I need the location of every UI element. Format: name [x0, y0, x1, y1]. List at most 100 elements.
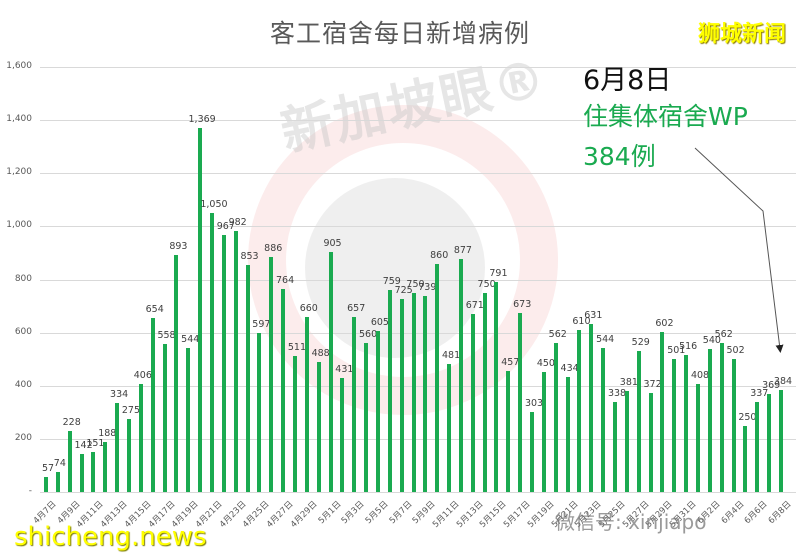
data-label: 967 — [216, 221, 235, 233]
watermark-disc — [305, 178, 485, 358]
bar — [115, 403, 120, 492]
bar — [245, 265, 250, 492]
annotation-line1: 住集体宿舍WP — [583, 102, 748, 131]
bar — [779, 390, 783, 492]
bar — [553, 342, 558, 492]
bar — [577, 329, 582, 492]
data-label: 457 — [501, 356, 520, 368]
data-label: 657 — [347, 303, 366, 315]
bar — [458, 259, 463, 492]
data-label: 544 — [596, 333, 615, 345]
data-label: 188 — [98, 428, 117, 440]
data-label: 893 — [169, 240, 188, 252]
bar — [435, 263, 440, 492]
bar — [660, 332, 665, 492]
y-tick-label: 200 — [14, 432, 32, 443]
data-label: 488 — [311, 348, 330, 360]
gridline — [40, 332, 796, 334]
y-tick-label: 1,200 — [6, 167, 32, 178]
bar — [340, 377, 345, 492]
bar — [103, 442, 108, 492]
bar — [364, 343, 369, 492]
bar — [198, 128, 203, 492]
data-label: 434 — [560, 362, 579, 374]
bar — [375, 331, 380, 492]
gridline — [40, 385, 796, 387]
data-label: 750 — [477, 278, 496, 290]
bar — [518, 313, 523, 492]
bar — [648, 393, 653, 492]
data-label: 369 — [762, 379, 781, 391]
bar — [387, 290, 392, 492]
data-label: 602 — [655, 318, 674, 330]
data-label: 982 — [228, 217, 247, 229]
bar — [447, 364, 452, 492]
data-label: 1,369 — [188, 114, 216, 126]
data-label: 562 — [714, 328, 733, 340]
bar — [755, 402, 760, 492]
bar — [494, 281, 499, 492]
data-label: 660 — [299, 302, 318, 314]
bar — [423, 295, 428, 492]
gridline — [40, 492, 796, 493]
data-label: 502 — [726, 344, 745, 356]
data-label: 562 — [548, 328, 567, 340]
bar — [613, 402, 618, 492]
bar — [186, 347, 191, 492]
data-label: 74 — [53, 458, 66, 470]
data-label: 481 — [441, 350, 461, 362]
bar — [672, 358, 677, 492]
bar — [304, 316, 309, 492]
data-label: 560 — [359, 329, 378, 341]
bar — [269, 256, 274, 492]
data-label: 877 — [453, 245, 472, 257]
bar — [221, 235, 226, 492]
data-label: 605 — [370, 317, 389, 329]
data-label: 57 — [41, 462, 55, 474]
data-label: 544 — [181, 333, 200, 345]
bar — [138, 384, 143, 492]
bar — [209, 213, 214, 492]
bar — [530, 411, 535, 492]
bar — [624, 390, 629, 492]
data-label: 905 — [323, 237, 342, 249]
data-label: 303 — [524, 397, 544, 409]
brand-logo: 狮城新闻 — [697, 22, 786, 47]
bar — [541, 372, 546, 492]
bar — [162, 343, 167, 492]
data-label: 654 — [145, 304, 164, 316]
bar — [565, 376, 570, 492]
annotation-date: 6月8日 — [583, 65, 672, 96]
y-tick-label: 600 — [14, 326, 32, 337]
bar — [352, 317, 357, 492]
bar — [636, 351, 641, 492]
gridline — [40, 120, 796, 122]
data-label: 511 — [287, 342, 306, 354]
y-tick-label: 1,600 — [6, 61, 32, 71]
data-label: 431 — [335, 363, 354, 375]
data-label: 529 — [631, 337, 650, 349]
data-label: 384 — [773, 376, 793, 387]
data-label: 381 — [619, 376, 638, 388]
bar — [150, 318, 155, 492]
bar — [316, 362, 321, 492]
data-label: 406 — [133, 370, 152, 382]
gridline — [40, 67, 796, 68]
data-label: 142 — [74, 440, 93, 452]
data-label: 610 — [572, 315, 591, 327]
y-tick-label: 1,400 — [6, 114, 32, 125]
bar — [399, 299, 404, 492]
y-tick-label: 1,000 — [6, 220, 32, 231]
bar — [601, 347, 606, 492]
data-label: 759 — [382, 276, 401, 288]
data-label: 337 — [750, 388, 769, 400]
bar — [707, 348, 712, 492]
data-label: 250 — [738, 411, 757, 423]
bar — [292, 356, 297, 492]
data-label: 673 — [513, 299, 532, 311]
data-label: 791 — [489, 267, 508, 279]
bar — [79, 454, 84, 492]
bar — [696, 383, 701, 492]
data-label: 408 — [690, 369, 710, 381]
